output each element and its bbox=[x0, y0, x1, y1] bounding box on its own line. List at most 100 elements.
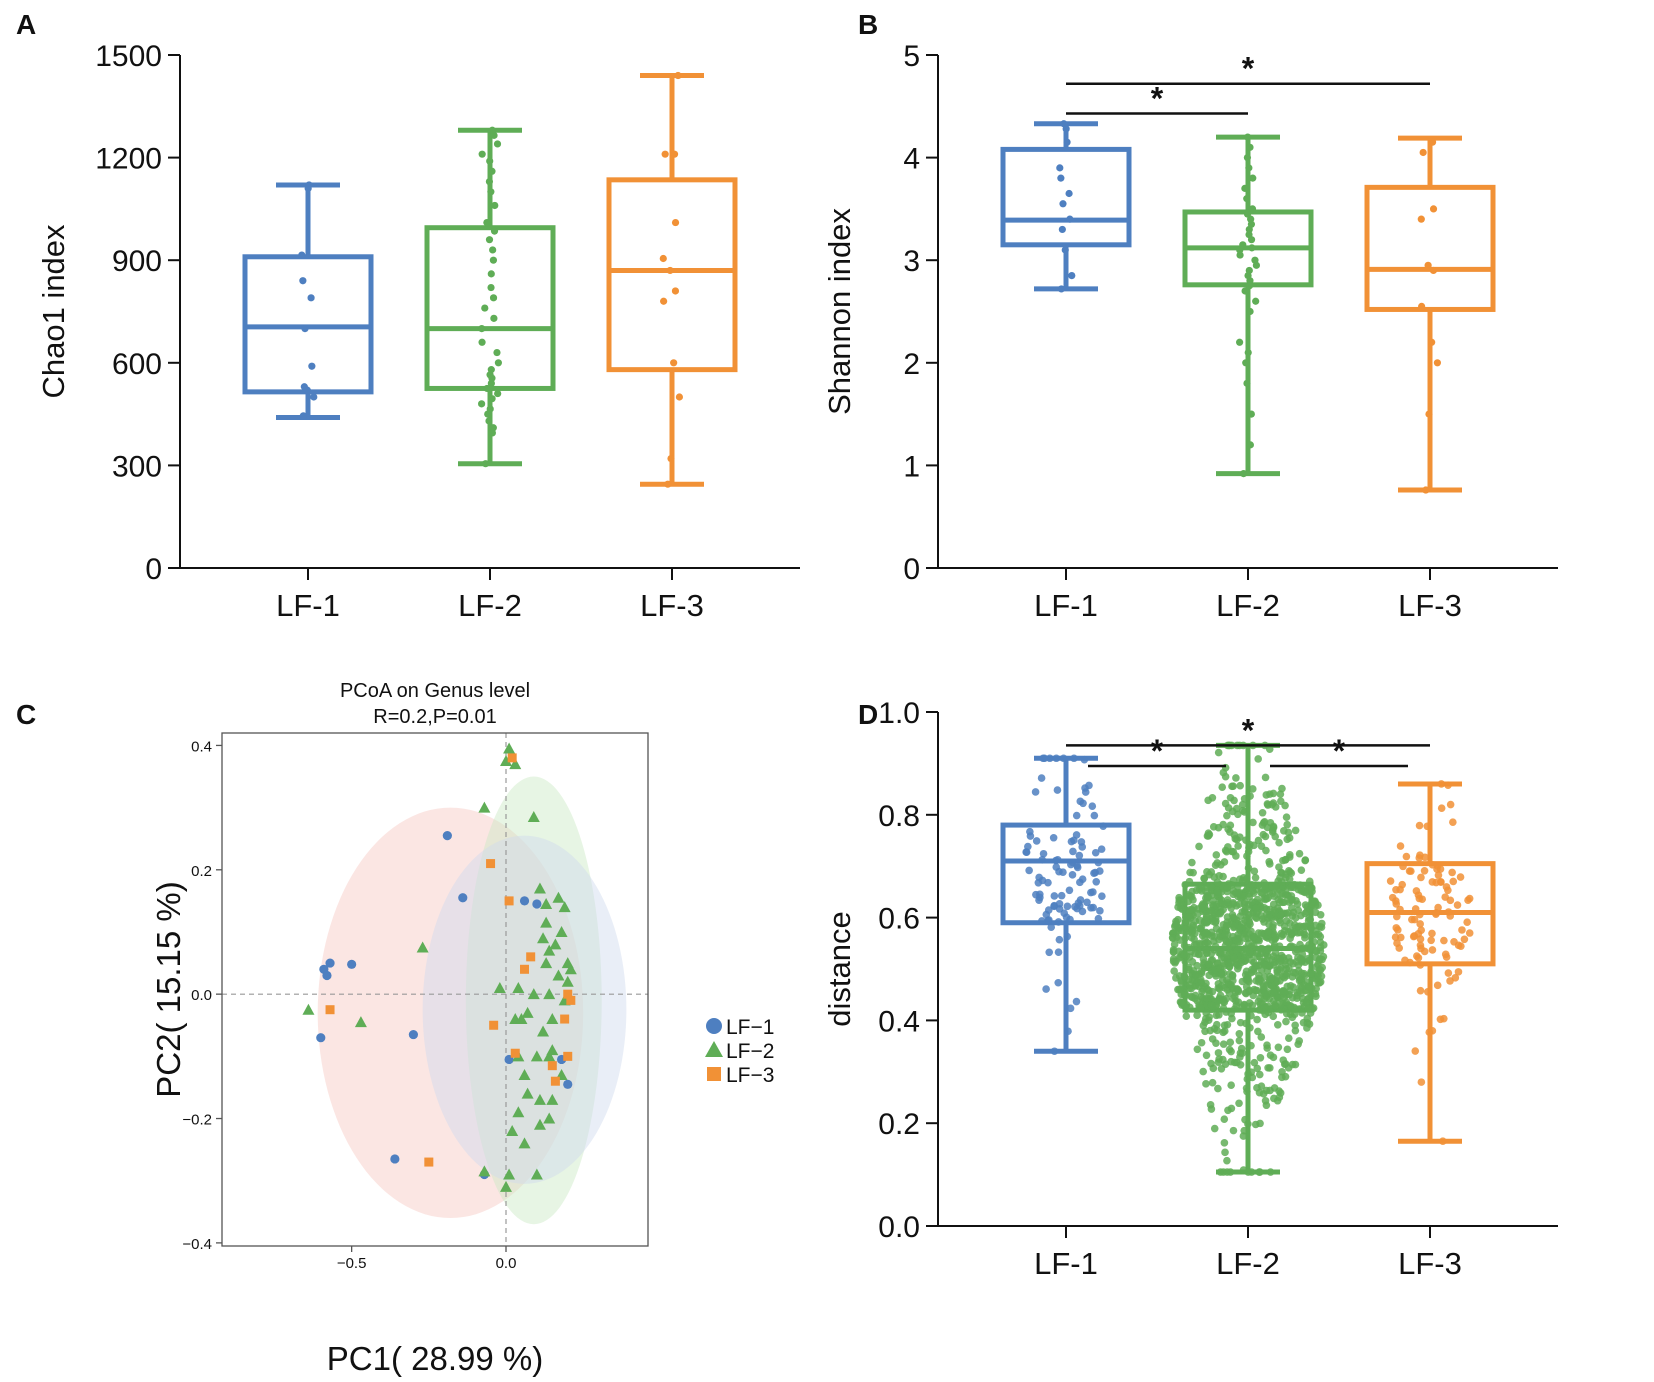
data-point bbox=[1219, 1028, 1227, 1037]
data-point bbox=[1180, 972, 1189, 980]
data-point bbox=[1212, 851, 1221, 859]
data-point bbox=[1273, 1021, 1282, 1029]
data-point bbox=[500, 1180, 512, 1192]
data-point bbox=[1058, 225, 1066, 234]
data-point bbox=[1266, 905, 1274, 914]
data-point bbox=[1307, 924, 1315, 933]
data-point bbox=[1223, 1156, 1231, 1165]
panel-label-c: C bbox=[16, 699, 36, 730]
data-point bbox=[558, 901, 571, 913]
data-point bbox=[1189, 923, 1197, 932]
data-point bbox=[1204, 829, 1213, 837]
data-point bbox=[1278, 1073, 1286, 1082]
legend-item-lf-3: LF−3 bbox=[707, 1064, 774, 1087]
data-point bbox=[488, 167, 496, 175]
data-point bbox=[512, 1106, 525, 1118]
data-point bbox=[1416, 935, 1425, 943]
data-point bbox=[1300, 930, 1309, 939]
data-point bbox=[1301, 856, 1309, 865]
data-point bbox=[1224, 1106, 1232, 1115]
data-point bbox=[1463, 918, 1471, 926]
data-point bbox=[1264, 946, 1273, 954]
data-point bbox=[1085, 781, 1093, 790]
data-point bbox=[1276, 954, 1284, 963]
data-point bbox=[1274, 1043, 1283, 1052]
data-point bbox=[1231, 992, 1239, 1001]
data-point bbox=[1227, 1081, 1235, 1090]
data-point bbox=[1205, 1013, 1213, 1022]
data-point bbox=[1399, 862, 1407, 871]
data-point bbox=[1270, 1084, 1279, 1092]
data-point bbox=[488, 395, 496, 403]
box-iqr bbox=[1364, 184, 1496, 312]
data-point bbox=[1297, 989, 1305, 997]
data-point bbox=[1065, 189, 1073, 198]
pcoa-subtitle: R=0.2,P=0.01 bbox=[373, 706, 496, 728]
data-point bbox=[1075, 851, 1084, 860]
points-lf-1 bbox=[1022, 754, 1107, 1056]
data-point bbox=[1402, 852, 1411, 861]
data-point bbox=[1203, 985, 1211, 993]
data-point bbox=[1284, 1034, 1293, 1042]
data-point bbox=[1237, 958, 1246, 967]
data-point bbox=[1266, 860, 1274, 868]
data-point bbox=[478, 1165, 491, 1177]
data-point bbox=[1392, 885, 1400, 894]
box-lf-3 bbox=[1364, 781, 1496, 1144]
data-point bbox=[1449, 877, 1458, 886]
data-point bbox=[533, 1118, 546, 1130]
data-point bbox=[1066, 915, 1074, 924]
data-point bbox=[1261, 773, 1270, 782]
data-point bbox=[661, 150, 669, 158]
data-point bbox=[1415, 821, 1424, 830]
data-point bbox=[1218, 975, 1227, 984]
data-point bbox=[1266, 1064, 1274, 1072]
data-point bbox=[1036, 890, 1044, 899]
data-point bbox=[1428, 338, 1436, 346]
data-point bbox=[1072, 997, 1081, 1006]
data-point bbox=[1022, 848, 1031, 856]
data-point bbox=[1054, 948, 1063, 957]
data-point bbox=[1280, 993, 1288, 1002]
data-point bbox=[1396, 842, 1405, 850]
data-point bbox=[1091, 848, 1100, 857]
data-point bbox=[546, 1093, 559, 1105]
data-point bbox=[521, 1087, 534, 1099]
data-point bbox=[308, 362, 316, 370]
data-point bbox=[478, 325, 486, 333]
data-point bbox=[1257, 1033, 1266, 1041]
data-point bbox=[1230, 1058, 1239, 1067]
data-point bbox=[1076, 797, 1085, 806]
y-axis-label: Chao1 index bbox=[36, 224, 71, 399]
data-point bbox=[1250, 985, 1258, 994]
data-point bbox=[1238, 977, 1247, 986]
data-point bbox=[1202, 928, 1210, 937]
data-point bbox=[1210, 932, 1219, 941]
data-point bbox=[1059, 200, 1067, 208]
data-point bbox=[1444, 886, 1452, 895]
data-point bbox=[561, 975, 574, 987]
data-point bbox=[664, 480, 672, 488]
data-point bbox=[1057, 174, 1065, 182]
y-tick-label: 300 bbox=[112, 450, 162, 483]
data-point bbox=[1034, 878, 1043, 887]
data-point bbox=[1264, 927, 1273, 936]
y-tick-label: 600 bbox=[112, 348, 162, 381]
data-point bbox=[1244, 133, 1252, 141]
data-point bbox=[1038, 917, 1046, 925]
data-point bbox=[493, 981, 506, 993]
data-point bbox=[1318, 963, 1327, 972]
data-point bbox=[500, 754, 512, 766]
data-point bbox=[667, 454, 675, 463]
data-point bbox=[1236, 1018, 1245, 1027]
data-point bbox=[1236, 781, 1244, 790]
data-point bbox=[1428, 946, 1437, 954]
data-point bbox=[540, 898, 553, 909]
box-iqr bbox=[606, 177, 738, 373]
data-point bbox=[563, 1079, 573, 1089]
data-point bbox=[301, 325, 309, 333]
data-point bbox=[1261, 1010, 1270, 1019]
y-tick-label: −0.2 bbox=[182, 1112, 212, 1129]
data-point bbox=[670, 359, 678, 367]
data-point bbox=[1045, 948, 1054, 957]
